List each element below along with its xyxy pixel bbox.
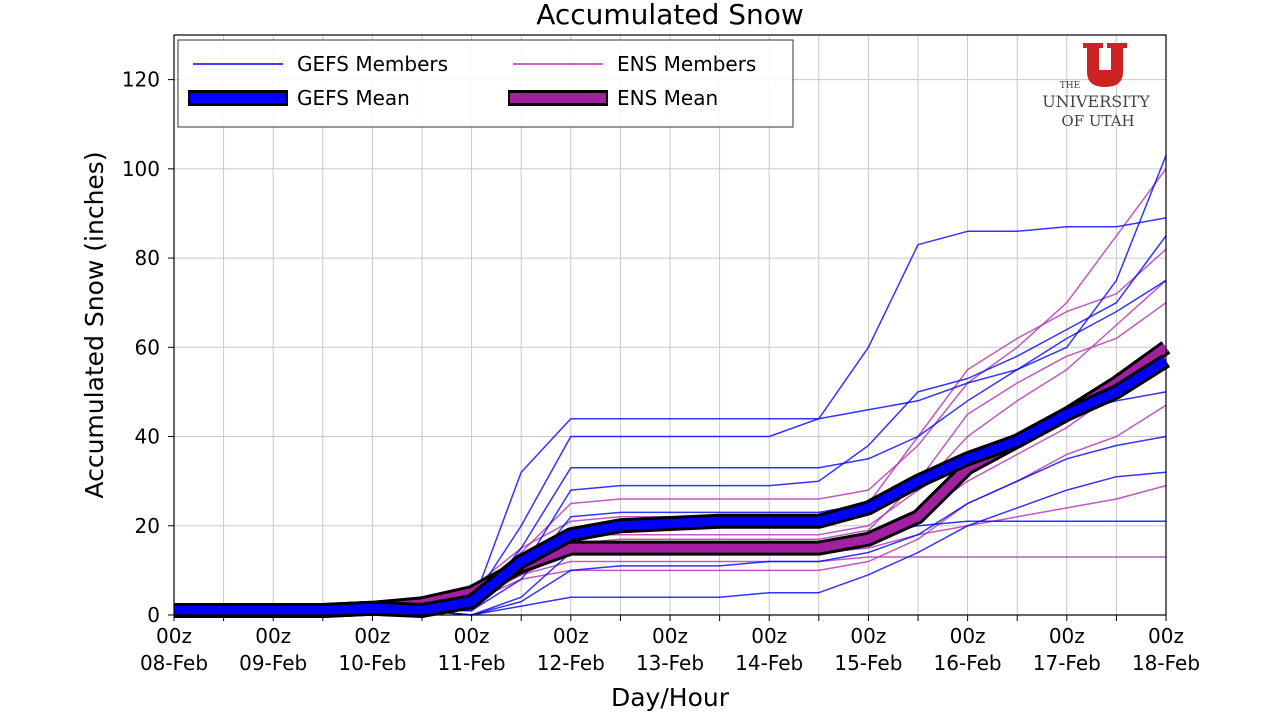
x-tick-label-day: 14-Feb	[735, 651, 803, 675]
x-tick-label-day: 16-Feb	[934, 651, 1002, 675]
x-tick-label-hour: 00z	[652, 624, 688, 648]
legend-box	[177, 39, 794, 128]
y-tick-label: 0	[147, 603, 160, 627]
logo-text-university: UNIVERSITY	[1042, 92, 1150, 111]
y-tick-label: 80	[135, 246, 160, 270]
legend: GEFS Members ENS Members GEFS Mean ENS M…	[177, 39, 794, 128]
university-of-utah-logo: THE UNIVERSITY OF UTAH	[1042, 43, 1150, 130]
legend-label-gefs-members: GEFS Members	[297, 52, 448, 76]
y-tick-label: 20	[135, 514, 160, 538]
x-tick-label-day: 12-Feb	[537, 651, 605, 675]
x-tick-label-hour: 00z	[156, 624, 192, 648]
x-tick-label-hour: 00z	[255, 624, 291, 648]
y-tick-label: 100	[122, 157, 160, 181]
legend-label-gefs-mean: GEFS Mean	[297, 86, 410, 110]
y-tick-label: 120	[122, 68, 160, 92]
x-tick-label-day: 17-Feb	[1033, 651, 1101, 675]
y-ticks: 0 20 40 60 80 100 120	[122, 68, 174, 627]
x-axis-label: Day/Hour	[611, 683, 730, 712]
x-tick-label-day: 15-Feb	[834, 651, 902, 675]
x-tick-label-day: 13-Feb	[636, 651, 704, 675]
x-tick-label-day: 18-Feb	[1132, 651, 1200, 675]
x-tick-label-hour: 00z	[950, 624, 986, 648]
legend-label-ens-members: ENS Members	[617, 52, 756, 76]
chart-title: Accumulated Snow	[536, 0, 804, 31]
x-tick-label-day: 10-Feb	[338, 651, 406, 675]
y-tick-label: 40	[135, 425, 160, 449]
x-tick-label-day: 09-Feb	[239, 651, 307, 675]
x-tick-label-hour: 00z	[354, 624, 390, 648]
x-tick-label-hour: 00z	[850, 624, 886, 648]
logo-text-the: THE	[1060, 81, 1080, 91]
legend-label-ens-mean: ENS Mean	[617, 86, 718, 110]
x-tick-label-day: 11-Feb	[438, 651, 506, 675]
logo-text-of-utah: OF UTAH	[1061, 112, 1134, 130]
x-tick-label-day: 08-Feb	[140, 651, 208, 675]
mean-lines	[174, 341, 1171, 618]
x-ticks: 00z 08-Feb 00z 09-Feb 00z 10-Feb 00z 11-Feb 00z 1…	[140, 615, 1200, 675]
x-tick-label-hour: 00z	[751, 624, 787, 648]
y-axis-label: Accumulated Snow (inches)	[80, 151, 109, 498]
y-tick-label: 60	[135, 335, 160, 359]
block-u-logo-icon	[1083, 43, 1127, 87]
x-tick-label-hour: 00z	[1049, 624, 1085, 648]
gefs-mean-line	[174, 356, 1169, 615]
x-tick-label-hour: 00z	[454, 624, 490, 648]
x-tick-label-hour: 00z	[553, 624, 589, 648]
x-tick-label-hour: 00z	[1148, 624, 1184, 648]
